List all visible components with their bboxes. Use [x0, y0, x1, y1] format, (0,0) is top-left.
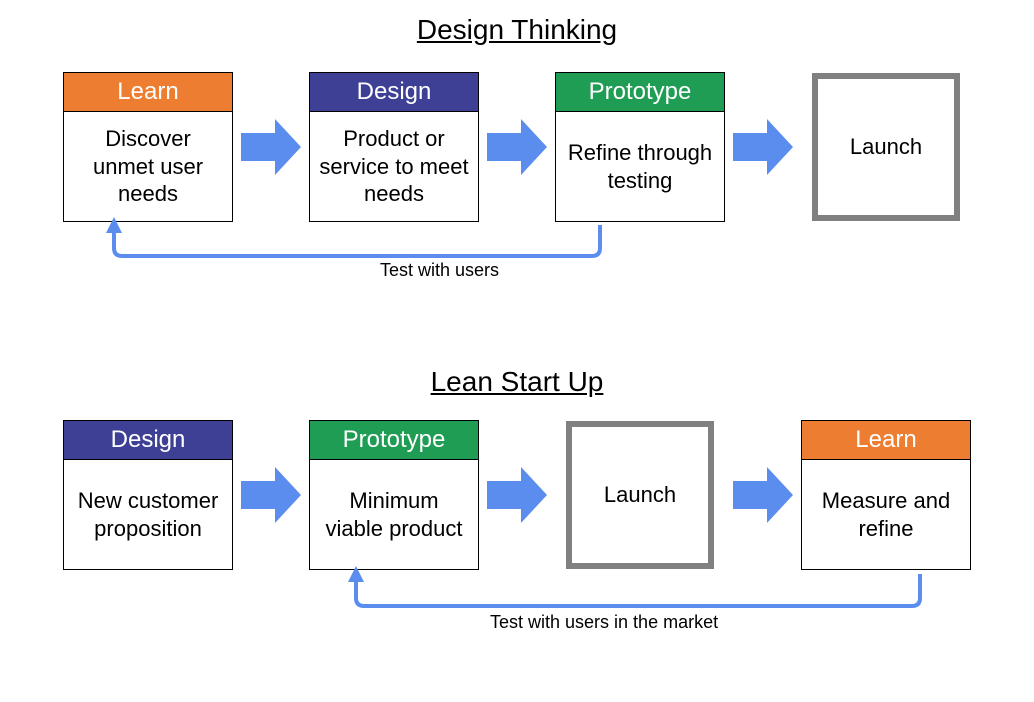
stage-body-design-thinking-learn: Discover unmet user needs — [63, 112, 233, 222]
launch-box-lean-startup: Launch — [566, 421, 714, 569]
launch-box-design-thinking: Launch — [812, 73, 960, 221]
stage-header-lean-startup-prototype: Prototype — [309, 420, 479, 460]
launch-wrap-lean-startup: Launch — [555, 420, 725, 570]
arrow-right-icon — [487, 420, 547, 570]
stage-body-design-thinking-design: Product or service to meet needs — [309, 112, 479, 222]
stage-header-lean-startup-learn: Learn — [801, 420, 971, 460]
arrow-right-icon — [733, 420, 793, 570]
stage-design-thinking-learn: LearnDiscover unmet user needs — [63, 72, 233, 222]
stage-body-design-thinking-prototype: Refine through testing — [555, 112, 725, 222]
stage-design-thinking-design: DesignProduct or service to meet needs — [309, 72, 479, 222]
stage-header-design-thinking-design: Design — [309, 72, 479, 112]
stage-lean-startup-learn: LearnMeasure and refine — [801, 420, 971, 570]
stage-lean-startup-design: DesignNew customer proposition — [63, 420, 233, 570]
stage-design-thinking-prototype: PrototypeRefine through testing — [555, 72, 725, 222]
stage-body-lean-startup-design: New customer proposition — [63, 460, 233, 570]
row-lean-startup: DesignNew customer propositionPrototypeM… — [0, 420, 1034, 570]
launch-wrap-design-thinking: Launch — [801, 72, 971, 222]
feedback-label-design-thinking: Test with users — [380, 260, 499, 281]
stage-header-lean-startup-design: Design — [63, 420, 233, 460]
arrow-right-icon — [241, 72, 301, 222]
row-design-thinking: LearnDiscover unmet user needs DesignProd… — [0, 72, 1034, 222]
title-design-thinking: Design Thinking — [0, 14, 1034, 46]
arrow-right-icon — [733, 72, 793, 222]
stage-lean-startup-prototype: PrototypeMinimum viable product — [309, 420, 479, 570]
arrow-right-icon — [487, 72, 547, 222]
title-lean-startup: Lean Start Up — [0, 366, 1034, 398]
arrow-right-icon — [241, 420, 301, 570]
stage-body-lean-startup-learn: Measure and refine — [801, 460, 971, 570]
stage-body-lean-startup-prototype: Minimum viable product — [309, 460, 479, 570]
stage-header-design-thinking-prototype: Prototype — [555, 72, 725, 112]
feedback-label-lean-startup: Test with users in the market — [490, 612, 718, 633]
stage-header-design-thinking-learn: Learn — [63, 72, 233, 112]
